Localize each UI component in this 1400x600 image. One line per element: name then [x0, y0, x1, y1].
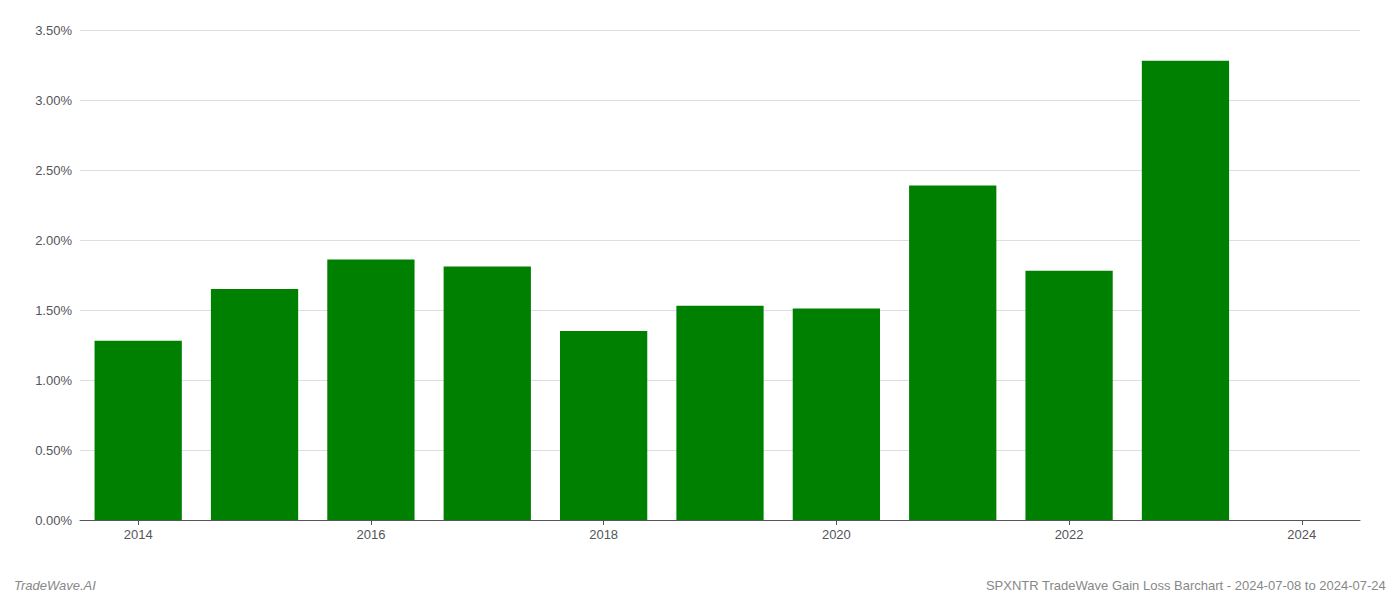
svg-text:2014: 2014 [124, 527, 153, 542]
svg-text:TradeWave.AI: TradeWave.AI [14, 578, 96, 593]
svg-text:0.00%: 0.00% [35, 513, 72, 528]
svg-text:SPXNTR TradeWave Gain Loss Bar: SPXNTR TradeWave Gain Loss Barchart - 20… [986, 578, 1386, 593]
svg-text:0.50%: 0.50% [35, 443, 72, 458]
svg-text:1.00%: 1.00% [35, 373, 72, 388]
svg-text:1.50%: 1.50% [35, 303, 72, 318]
svg-text:2016: 2016 [356, 527, 385, 542]
svg-text:2020: 2020 [822, 527, 851, 542]
svg-text:2.00%: 2.00% [35, 233, 72, 248]
svg-text:2018: 2018 [589, 527, 618, 542]
svg-text:2.50%: 2.50% [35, 163, 72, 178]
svg-text:2022: 2022 [1055, 527, 1084, 542]
svg-text:3.00%: 3.00% [35, 93, 72, 108]
svg-text:2024: 2024 [1287, 527, 1316, 542]
svg-text:3.50%: 3.50% [35, 23, 72, 38]
